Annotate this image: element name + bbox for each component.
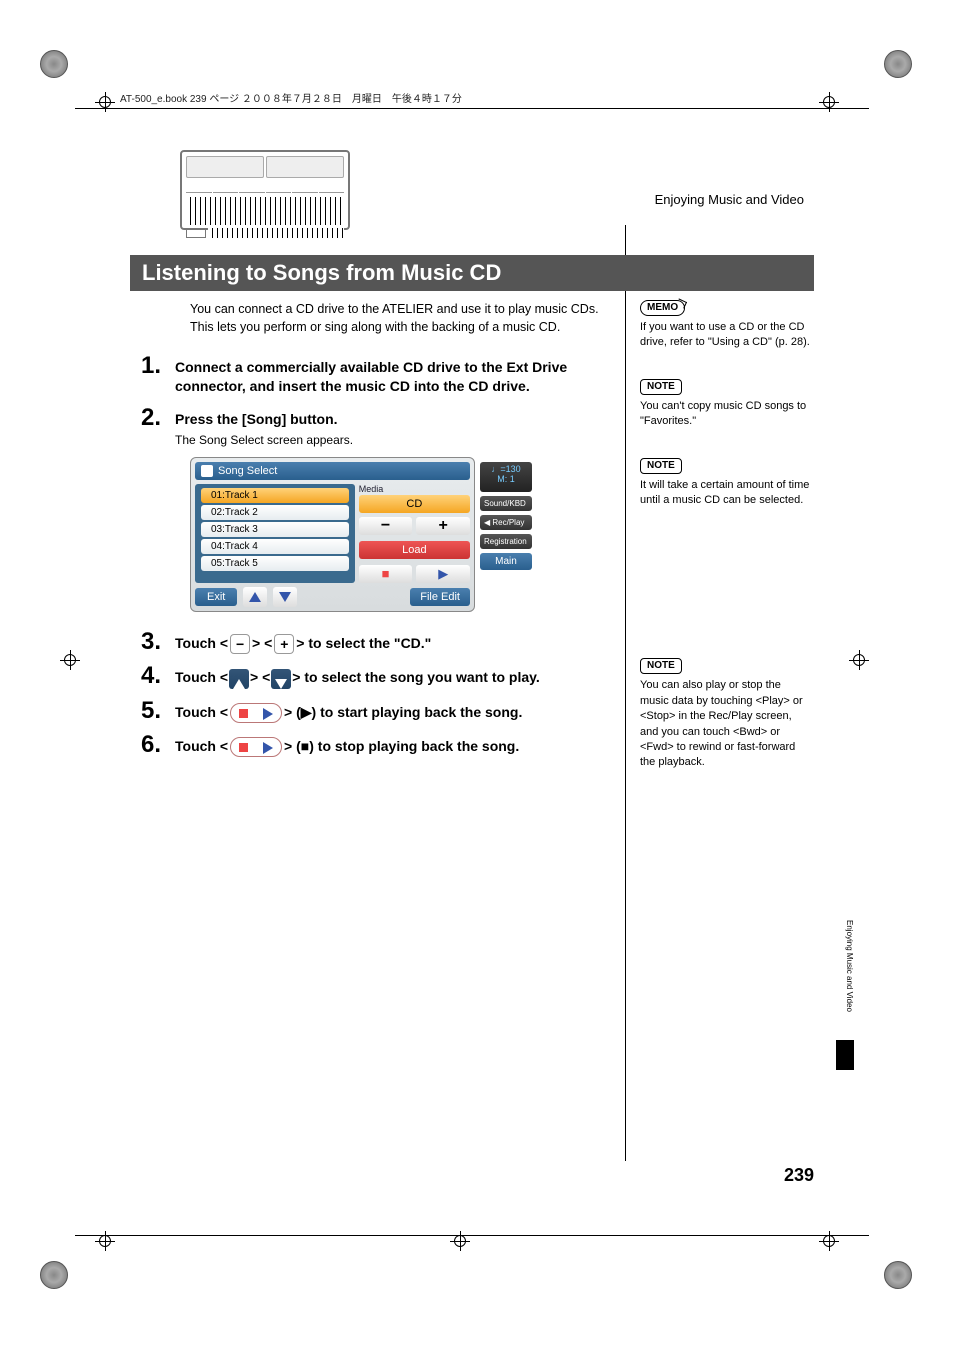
note-label: NOTE xyxy=(640,458,682,474)
note-text: You can also play or stop the music data… xyxy=(640,678,810,770)
page-info: AT-500_e.book 239 ページ ２００８年７月２８日 月曜日 午後４… xyxy=(120,90,462,105)
step-subtext: The Song Select screen appears. xyxy=(175,433,615,447)
registration-mark xyxy=(819,1231,839,1251)
crop-mark xyxy=(40,1261,70,1291)
step-6: 6. Touch <> (■) to stop playing back the… xyxy=(135,733,615,757)
down-arrow-button[interactable] xyxy=(273,587,297,607)
exit-button[interactable]: Exit xyxy=(195,588,237,606)
track-list: 01:Track 1 02:Track 2 03:Track 3 04:Trac… xyxy=(195,484,355,583)
memo-text: If you want to use a CD or the CD drive,… xyxy=(640,320,810,351)
play-button[interactable]: ▶ xyxy=(416,565,470,583)
registration-mark xyxy=(450,1231,470,1251)
step-number: 3. xyxy=(135,630,175,654)
main-tab[interactable]: Main xyxy=(480,553,532,570)
side-tab[interactable]: Sound/KBD xyxy=(480,496,532,511)
stop-play-icon xyxy=(230,737,282,757)
crop-mark xyxy=(40,50,70,80)
note-block: NOTE You can't copy music CD songs to "F… xyxy=(640,379,810,430)
note-label: NOTE xyxy=(640,379,682,395)
step-2: 2. Press the [Song] button. The Song Sel… xyxy=(135,406,615,447)
memo-label: MEMO xyxy=(640,300,685,316)
side-column: MEMO If you want to use a CD or the CD d… xyxy=(640,300,810,799)
play-symbol: ▶ xyxy=(301,704,312,720)
side-tabs: Sound/KBD ◀ Rec/Play Registration Main xyxy=(480,496,532,570)
load-button[interactable]: Load xyxy=(359,541,470,559)
minus-button[interactable]: − xyxy=(359,517,413,535)
registration-mark xyxy=(849,650,869,670)
section-label: Enjoying Music and Video xyxy=(655,192,804,207)
step-number: 1. xyxy=(135,354,175,396)
media-label: Media xyxy=(359,484,470,494)
track-item[interactable]: 05:Track 5 xyxy=(201,556,349,571)
registration-mark xyxy=(819,92,839,112)
track-item[interactable]: 02:Track 2 xyxy=(201,505,349,520)
track-item[interactable]: 04:Track 4 xyxy=(201,539,349,554)
step-title: Touch <−> <+> to select the "CD." xyxy=(175,634,615,654)
step-title: Connect a commercially available CD driv… xyxy=(175,358,615,396)
media-button[interactable]: CD xyxy=(359,495,470,513)
crop-line xyxy=(75,1235,869,1236)
side-tab[interactable]: Registration xyxy=(480,534,532,549)
note-block: NOTE You can also play or stop the music… xyxy=(640,658,810,770)
up-arrow-button[interactable] xyxy=(243,587,267,607)
vertical-tab-label: Enjoying Music and Video xyxy=(836,920,854,1030)
step-number: 4. xyxy=(135,664,175,688)
step-title: Touch <> (■) to stop playing back the so… xyxy=(175,737,615,757)
memo-block: MEMO If you want to use a CD or the CD d… xyxy=(640,300,810,351)
plus-icon: + xyxy=(274,634,294,654)
stop-symbol: ■ xyxy=(301,738,309,754)
plus-button[interactable]: + xyxy=(416,517,470,535)
step-5: 5. Touch <> (▶) to start playing back th… xyxy=(135,699,615,723)
stop-play-icon xyxy=(230,703,282,723)
note-block: NOTE It will take a certain amount of ti… xyxy=(640,458,810,509)
registration-mark xyxy=(95,1231,115,1251)
vertical-rule xyxy=(625,225,626,1161)
stop-button[interactable]: ■ xyxy=(359,565,413,583)
intro-text: You can connect a CD drive to the ATELIE… xyxy=(190,300,615,336)
minus-icon: − xyxy=(230,634,250,654)
song-select-screen: Song Select ♩=130M: 1 01:Track 1 02:Trac… xyxy=(190,457,475,612)
file-edit-button[interactable]: File Edit xyxy=(410,588,470,606)
title-bar: Listening to Songs from Music CD xyxy=(130,255,814,291)
keyboard-thumbnail xyxy=(180,150,350,230)
step-title: Touch <> <> to select the song you want … xyxy=(175,668,615,688)
track-item[interactable]: 03:Track 3 xyxy=(201,522,349,537)
crop-line xyxy=(75,108,869,109)
step-4: 4. Touch <> <> to select the song you wa… xyxy=(135,664,615,688)
note-text: You can't copy music CD songs to "Favori… xyxy=(640,399,810,430)
main-column: You can connect a CD drive to the ATELIE… xyxy=(135,300,615,767)
tempo-display: ♩=130M: 1 xyxy=(480,462,532,492)
up-icon xyxy=(229,669,249,689)
step-number: 5. xyxy=(135,699,175,723)
note-text: It will take a certain amount of time un… xyxy=(640,478,810,509)
crop-mark xyxy=(884,50,914,80)
vertical-tab-marker xyxy=(836,1040,854,1070)
step-number: 2. xyxy=(135,406,175,447)
side-tab[interactable]: ◀ Rec/Play xyxy=(480,515,532,530)
step-title: Press the [Song] button. xyxy=(175,410,615,429)
step-3: 3. Touch <−> <+> to select the "CD." xyxy=(135,630,615,654)
step-1: 1. Connect a commercially available CD d… xyxy=(135,354,615,396)
down-icon xyxy=(271,669,291,689)
note-label: NOTE xyxy=(640,658,682,674)
registration-mark xyxy=(95,92,115,112)
crop-mark xyxy=(884,1261,914,1291)
page-number: 239 xyxy=(784,1165,814,1186)
track-item[interactable]: 01:Track 1 xyxy=(201,488,349,503)
registration-mark xyxy=(60,650,80,670)
step-title: Touch <> (▶) to start playing back the s… xyxy=(175,703,615,723)
step-number: 6. xyxy=(135,733,175,757)
song-select-header: Song Select xyxy=(195,462,470,480)
